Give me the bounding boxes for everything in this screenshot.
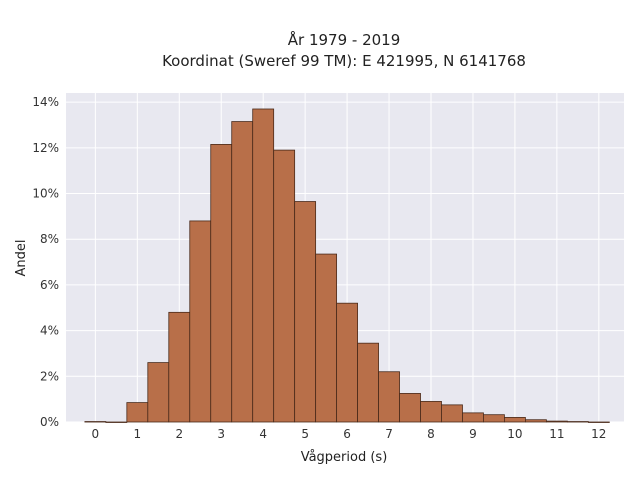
histogram-bar bbox=[420, 401, 442, 423]
histogram-bar bbox=[504, 417, 526, 423]
y-tick-label: 8% bbox=[40, 232, 59, 246]
x-tick-label: 2 bbox=[175, 427, 183, 441]
histogram-bar bbox=[525, 419, 547, 423]
x-tick-label: 12 bbox=[591, 427, 606, 441]
x-tick-label: 7 bbox=[385, 427, 393, 441]
histogram-bar bbox=[483, 414, 505, 423]
histogram-bar bbox=[210, 144, 233, 423]
y-tick-label: 2% bbox=[40, 369, 59, 383]
y-tick-label: 12% bbox=[32, 141, 59, 155]
x-tick-label: 1 bbox=[134, 427, 142, 441]
y-axis-ticks: 0% 2% 4% 6% 8% 10% 12% 14% bbox=[32, 95, 59, 429]
histogram-bar bbox=[357, 342, 379, 423]
x-tick-label: 11 bbox=[549, 427, 564, 441]
chart-subtitle: Koordinat (Sweref 99 TM): E 421995, N 61… bbox=[162, 52, 526, 70]
histogram-bars bbox=[84, 108, 610, 423]
y-tick-label: 14% bbox=[32, 95, 59, 109]
x-axis-label: Vågperiod (s) bbox=[301, 450, 388, 465]
histogram-bar bbox=[84, 421, 107, 423]
x-tick-label: 8 bbox=[427, 427, 435, 441]
histogram-bar bbox=[147, 362, 170, 423]
y-tick-label: 6% bbox=[40, 278, 59, 292]
histogram-bar bbox=[399, 393, 421, 423]
histogram-bar bbox=[189, 220, 212, 423]
histogram-bar bbox=[168, 311, 191, 423]
histogram-bar bbox=[378, 371, 400, 423]
histogram-bar bbox=[231, 121, 254, 423]
histogram-bar bbox=[294, 201, 317, 423]
y-tick-label: 4% bbox=[40, 324, 59, 338]
histogram-bar bbox=[566, 421, 589, 423]
y-tick-label: 10% bbox=[32, 187, 59, 201]
x-axis-ticks: 0 1 2 3 4 5 6 7 8 9 10 11 12 bbox=[92, 427, 607, 441]
histogram-bar bbox=[336, 302, 358, 423]
histogram-bar bbox=[587, 421, 610, 423]
histogram-bar bbox=[126, 402, 149, 423]
chart-title: År 1979 - 2019 bbox=[288, 30, 401, 49]
x-tick-label: 0 bbox=[92, 427, 100, 441]
x-tick-label: 10 bbox=[507, 427, 522, 441]
histogram-bar bbox=[252, 108, 275, 423]
histogram-bar bbox=[315, 253, 338, 423]
y-tick-label: 0% bbox=[40, 415, 59, 429]
histogram-bar bbox=[105, 421, 128, 423]
x-tick-label: 5 bbox=[301, 427, 309, 441]
x-tick-label: 6 bbox=[343, 427, 351, 441]
histogram-bar bbox=[545, 420, 568, 423]
x-tick-label: 4 bbox=[259, 427, 267, 441]
y-axis-label: Andel bbox=[14, 240, 29, 277]
x-tick-label: 9 bbox=[469, 427, 477, 441]
histogram-bar bbox=[462, 412, 484, 423]
histogram-bar bbox=[441, 404, 463, 423]
histogram-bar bbox=[273, 149, 296, 423]
x-tick-label: 3 bbox=[217, 427, 225, 441]
